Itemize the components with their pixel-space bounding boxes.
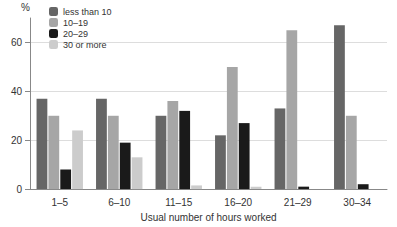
svg-text:40: 40	[11, 86, 23, 97]
svg-text:60: 60	[11, 37, 23, 48]
svg-text:16–20: 16–20	[224, 197, 252, 208]
svg-text:%: %	[21, 2, 30, 13]
svg-text:6–10: 6–10	[108, 197, 131, 208]
svg-text:Usual number of hours worked: Usual number of hours worked	[140, 212, 276, 223]
svg-text:1–5: 1–5	[51, 197, 68, 208]
svg-text:21–29: 21–29	[284, 197, 312, 208]
svg-text:20–29: 20–29	[63, 29, 88, 39]
svg-text:11–15: 11–15	[165, 197, 193, 208]
svg-text:20: 20	[11, 135, 23, 146]
svg-text:0: 0	[16, 184, 22, 195]
svg-text:less than 10: less than 10	[63, 7, 112, 17]
svg-text:10–19: 10–19	[63, 18, 88, 28]
svg-text:30–34: 30–34	[343, 197, 371, 208]
svg-text:30 or more: 30 or more	[63, 40, 107, 50]
